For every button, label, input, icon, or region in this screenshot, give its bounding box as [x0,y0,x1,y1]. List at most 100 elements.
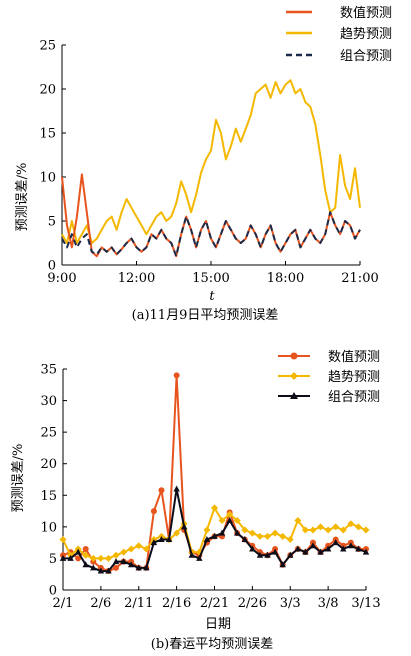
chart-b-point-2 [196,554,203,561]
chart-b-y-tick-label: 5 [49,552,57,567]
chart-b-point-1 [82,551,90,559]
chart-b-caption: (b)春运平均预测误差 [151,637,273,652]
chart-b-point-2 [302,548,309,555]
chart-a-series-line-0 [61,173,361,258]
chart-b-point-1 [120,548,128,556]
chart-b-point-2 [120,558,127,565]
chart-b-point-1 [135,542,143,550]
chart-b-point-2 [67,554,74,561]
chart-b-point-1 [324,526,332,534]
chart-b-legend: 数值预测 趋势预测 组合预测 [278,349,380,405]
chart-b-y-tick-label: 25 [40,426,57,441]
chart-a-x-tick-label: 12:00 [118,271,155,286]
chart-b-point-2 [74,548,82,555]
chart-b-point-2 [173,485,180,492]
chart-a-y-tick-label: 10 [39,171,56,186]
chart-b-point-2 [181,523,188,530]
chart-b-point-2 [249,545,256,552]
chart-b-point-1 [218,517,226,525]
chart-b-x-tick-label: 2/11 [124,596,153,611]
chart-b-point-2 [264,551,271,558]
chart-b-point-2 [340,545,347,552]
chart-b-y-tick-label: 35 [40,363,57,378]
chart-b-x-tick-label: 3/13 [351,596,380,611]
chart-b-point-1 [362,526,370,534]
legend-a-label-combined: 组合预测 [340,49,392,64]
chart-b-point-2 [165,535,173,542]
chart-a-legend: 数值预测 趋势预测 组合预测 [286,5,392,64]
chart-b-x-tick-label: 3/8 [318,596,339,611]
chart-b-x-tick-label: 2/6 [90,596,111,611]
chart-b-y-tick-label: 0 [49,584,57,599]
chart-b-point-2 [324,545,332,552]
chart-b-point-2 [256,551,264,558]
chart-a-x-tick-label: 15:00 [192,271,229,286]
chart-a-x-tick-label: 21:00 [341,271,378,286]
chart-b-y-tick-label: 10 [40,520,57,535]
chart-b-point-1 [112,551,120,559]
chart-b-point-1 [339,526,347,534]
chart-b-point-0 [82,545,89,552]
chart-b-point-0 [158,487,165,494]
chart-b-point-1 [271,529,279,537]
chart-b-point-2 [150,539,158,546]
chart-b-point-2 [82,561,89,568]
chart-a-y-tick-label: 20 [39,83,56,98]
chart-b-point-2 [211,532,218,539]
chart-b-point-0 [113,564,120,571]
chart-b-point-2 [203,535,211,542]
chart-a-axes: 0 5 10 15 20 25 9:00 12:00 15:00 18:00 21:00 [39,39,378,287]
chart-b-point-2 [97,567,105,574]
chart-b-point-2 [271,548,279,555]
chart-b-point-2 [332,539,339,546]
legend-b-marker-trend [290,372,298,380]
chart-a-y-tick-label: 0 [48,259,56,274]
chart-b-point-1 [142,545,150,553]
chart-a-y-axis-label: 预测误差/% [15,163,30,232]
chart-b-point-2 [309,542,317,549]
legend-b-label-combined: 组合预测 [328,390,380,405]
chart-b-point-1 [97,554,105,562]
chart-b-point-2 [59,554,67,561]
chart-b-x-tick-label: 2/16 [162,596,191,611]
chart-b-point-2 [105,567,112,574]
chart-b-point-2 [294,545,302,552]
chart-b-point-2 [279,561,286,568]
chart-b-point-1 [286,535,294,543]
chart-b-point-0 [75,555,82,562]
chart-b-y-tick-label: 20 [40,457,57,472]
chart-a: 数值预测 趋势预测 组合预测 0 5 10 15 20 25 9:00 12:00 15:00 1… [15,5,392,323]
chart-b-point-0 [173,372,180,379]
legend-a-label-numeric: 数值预测 [340,5,392,21]
chart-b-point-1 [104,554,112,562]
chart-a-y-tick-label: 15 [39,127,56,142]
chart-b-point-1 [211,504,218,512]
chart-b-point-1 [233,517,241,525]
chart-b-point-2 [347,542,355,549]
chart-b-point-2 [218,529,226,536]
chart-b-point-1 [173,529,181,537]
chart-a-y-tick-label: 5 [48,215,56,230]
legend-b-marker-numeric [290,352,298,360]
chart-b-y-axis-label: 预测误差/% [11,444,26,513]
chart-a-series [61,79,361,258]
chart-b-point-1 [279,532,287,540]
chart-b-x-axis-label: 日期 [205,617,231,632]
chart-b-point-2 [90,564,97,571]
chart-a-series-line-2 [61,211,361,258]
chart-b-point-2 [241,535,248,542]
chart-b-point-2 [188,551,195,558]
chart-b-point-2 [143,564,150,571]
chart-b-x-tick-label: 2/26 [238,596,267,611]
chart-b-point-1 [89,554,97,562]
chart-a-y-tick-label: 25 [39,39,56,54]
chart-b-point-1 [347,520,355,528]
chart-b-point-1 [264,532,272,540]
chart-b-point-2 [127,561,135,568]
chart-b-point-1 [241,526,249,534]
chart-b-point-1 [59,535,67,543]
chart-b-point-1 [203,526,211,534]
chart-b-point-1 [354,523,362,531]
chart-a-x-axis-label: t [209,289,215,304]
chart-b-point-2 [234,529,241,536]
